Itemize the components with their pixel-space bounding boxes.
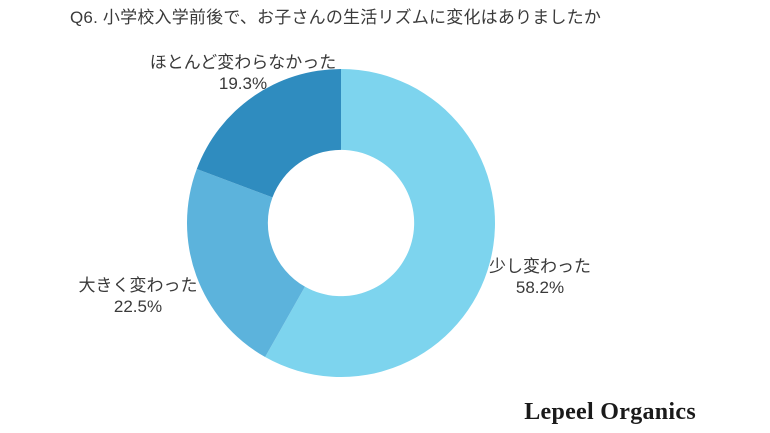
segment-name: 少し変わった	[489, 257, 591, 276]
segment-percent: 22.5%	[113, 297, 163, 316]
segment-label-hardly-changed: ほとんど変わらなかった 19.3%	[150, 52, 337, 94]
segment-name: ほとんど変わらなかった	[149, 53, 337, 72]
chart-title: Q6. 小学校入学前後で、お子さんの生活リズムに変化はありましたか	[70, 8, 602, 27]
brand-logo-text: Lepeel Organics	[524, 399, 696, 425]
donut-segment	[196, 69, 341, 198]
segment-name: 大きく変わった	[78, 276, 198, 295]
segment-label-greatly-changed: 大きく変わった 22.5%	[79, 275, 198, 317]
donut-chart	[187, 69, 495, 377]
segment-percent: 58.2%	[515, 278, 565, 297]
segment-label-slightly-changed: 少し変わった 58.2%	[489, 256, 591, 298]
donut-segment	[187, 169, 305, 358]
segment-percent: 19.3%	[218, 74, 268, 93]
donut-segment	[265, 69, 495, 377]
